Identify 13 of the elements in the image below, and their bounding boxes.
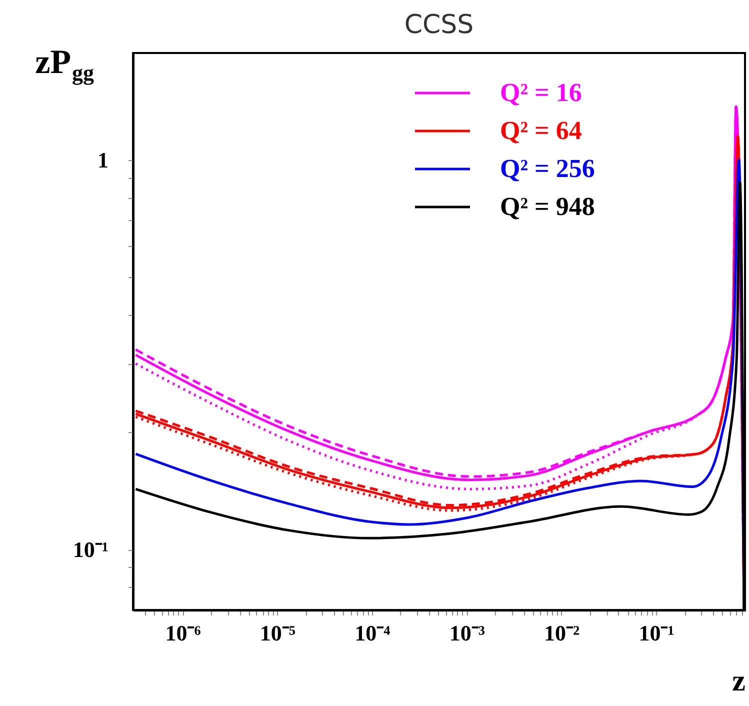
x-tick-label: 10⁻⁵	[260, 620, 296, 646]
chart-title: CCSS	[404, 10, 474, 40]
x-tick-label: 10⁻³	[449, 620, 486, 646]
legend-label: Q² = 16	[500, 78, 582, 107]
x-tick-label: 10⁻¹	[638, 620, 674, 646]
x-axis-title: z	[732, 664, 746, 698]
x-tick-label: 10⁻⁴	[354, 620, 391, 646]
x-tick-label: 10⁻⁶	[165, 620, 202, 646]
legend-label: Q² = 948	[500, 192, 595, 221]
x-tick-label: 10⁻²	[544, 620, 580, 646]
y-tick-label: 1	[98, 147, 108, 172]
legend-label: Q² = 256	[500, 154, 595, 183]
legend-label: Q² = 64	[500, 116, 582, 145]
